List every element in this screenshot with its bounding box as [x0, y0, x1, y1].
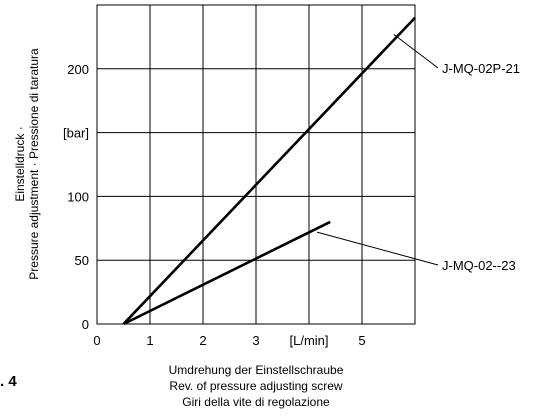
- y-tick-labels: 0 50 100 [bar] 200: [63, 62, 89, 332]
- x-tick-label-3: 3: [252, 333, 259, 348]
- leader-line-2: [316, 231, 439, 266]
- y-tick-label-0: 0: [82, 317, 89, 332]
- series-line-2: [122, 220, 331, 326]
- series-leader-lines: [316, 33, 439, 266]
- y-tick-label-3: [bar]: [63, 126, 89, 141]
- x-tick-label-5: 5: [358, 333, 365, 348]
- x-tick-label-1: 1: [146, 333, 153, 348]
- series-label-j-mq-02-23: J-MQ-02--23: [442, 258, 516, 273]
- series-lines: [122, 16, 416, 326]
- y-tick-label-2: 100: [67, 189, 89, 204]
- grid-lines: [97, 5, 415, 324]
- y-tick-label-1: 50: [75, 253, 89, 268]
- x-axis-title-line-2: Rev. of pressure adjusting screw: [169, 379, 343, 393]
- x-tick-label-0: 0: [93, 333, 100, 348]
- plot-frame: [96, 4, 416, 325]
- y-axis-title-line-2: Pressure adjustment · Pressione di tarat…: [27, 48, 41, 280]
- figure-label: . 4: [0, 373, 17, 390]
- leader-line-1: [393, 33, 439, 69]
- series-line-1: [122, 16, 416, 325]
- x-tick-label-2: 2: [199, 333, 206, 348]
- series-label-j-mq-02p-21: J-MQ-02P-21: [442, 61, 520, 76]
- x-axis-title-line-1: Umdrehung der Einstellschraube: [169, 363, 344, 377]
- x-tick-labels: 0 1 2 3 [L/min] 5: [93, 333, 365, 348]
- y-axis-title-line-1: Einstelldruck ·: [13, 126, 27, 201]
- x-axis-title-line-3: Giri della vite di regolazione: [182, 395, 330, 409]
- x-tick-label-4: [L/min]: [289, 333, 328, 348]
- y-tick-label-4: 200: [67, 62, 89, 77]
